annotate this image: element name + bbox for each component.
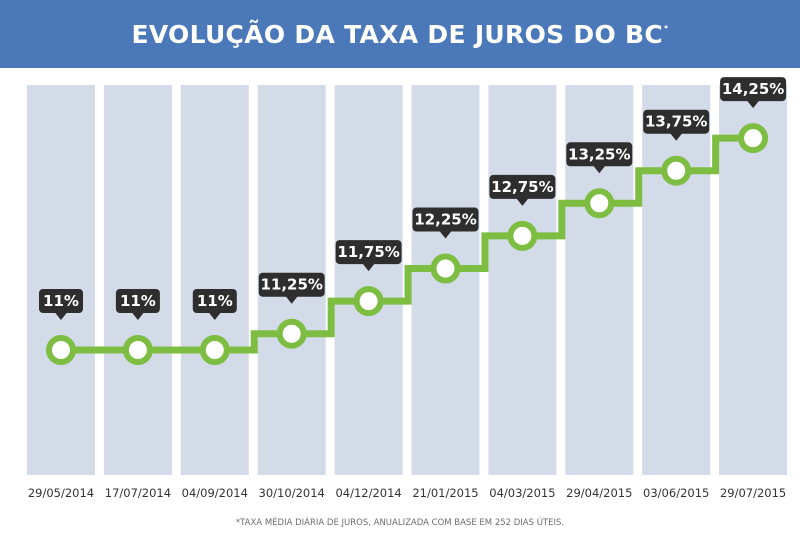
data-label-pointer: [285, 296, 298, 304]
data-label-box: [643, 109, 710, 134]
data-label: 11%: [120, 292, 156, 310]
data-point: [276, 318, 307, 349]
x-tick-label: 29/04/2015: [566, 486, 632, 500]
data-label: 11%: [197, 292, 233, 310]
data-label-pointer: [747, 100, 760, 109]
column-band: [334, 85, 403, 475]
data-label-pointer: [670, 133, 683, 141]
x-tick-label: 17/07/2014: [105, 486, 171, 500]
data-label-pointer: [131, 312, 144, 320]
title-footnote-mark: *: [664, 23, 669, 33]
data-point: [507, 220, 538, 251]
column-band: [103, 85, 172, 475]
data-label-box: [489, 174, 556, 199]
data-label: 12,75%: [491, 178, 553, 196]
data-point: [122, 335, 153, 365]
data-label: 11,75%: [337, 243, 399, 261]
data-point: [661, 155, 692, 186]
data-label-box: [412, 207, 479, 232]
data-point: [430, 253, 461, 284]
data-label-box: [720, 77, 787, 102]
x-tick-label: 03/06/2015: [643, 486, 709, 500]
data-label-pointer: [362, 263, 375, 272]
data-label-box: [258, 272, 325, 297]
x-tick-label: 29/05/2014: [28, 486, 94, 500]
data-label: 13,25%: [568, 145, 630, 163]
data-label: 14,25%: [722, 80, 784, 98]
data-label-pointer: [593, 165, 606, 174]
data-label-pointer: [55, 312, 67, 320]
data-label-pointer: [208, 312, 221, 320]
data-label: 11,25%: [260, 276, 322, 294]
data-point: [199, 335, 230, 365]
title-bar: EVOLUÇÃO DA TAXA DE JUROS DO BC*: [0, 0, 800, 68]
x-tick-label: 04/09/2014: [182, 486, 248, 500]
data-point: [353, 286, 384, 317]
data-label-box: [115, 289, 160, 313]
data-label-pointer: [516, 198, 529, 206]
data-label: 12,25%: [414, 211, 476, 229]
column-band: [27, 85, 95, 475]
data-label-box: [39, 289, 83, 313]
data-point: [584, 188, 615, 219]
column-band: [642, 85, 711, 475]
data-label-pointer: [439, 231, 452, 239]
x-tick-label: 04/03/2015: [489, 486, 555, 500]
x-tick-label: 30/10/2014: [259, 486, 325, 500]
footnote: *TAXA MÉDIA DIÁRIA DE JUROS, ANUALIZADA …: [235, 518, 565, 528]
x-tick-label: 04/12/2014: [335, 486, 401, 500]
chart-title: EVOLUÇÃO DA TAXA DE JUROS DO BC*: [131, 20, 668, 49]
data-label: 11%: [43, 292, 79, 310]
data-label-box: [566, 142, 633, 167]
data-label: 13,75%: [645, 113, 707, 131]
data-label-box: [335, 240, 402, 265]
x-tick-label: 29/07/2015: [720, 486, 786, 500]
chart-title-text: EVOLUÇÃO DA TAXA DE JUROS DO BC: [131, 19, 664, 49]
column-band: [180, 85, 249, 475]
data-point: [46, 335, 76, 365]
data-label-box: [192, 289, 237, 313]
x-tick-label: 21/01/2015: [412, 486, 478, 500]
data-point: [738, 123, 769, 154]
column-band: [488, 85, 557, 475]
